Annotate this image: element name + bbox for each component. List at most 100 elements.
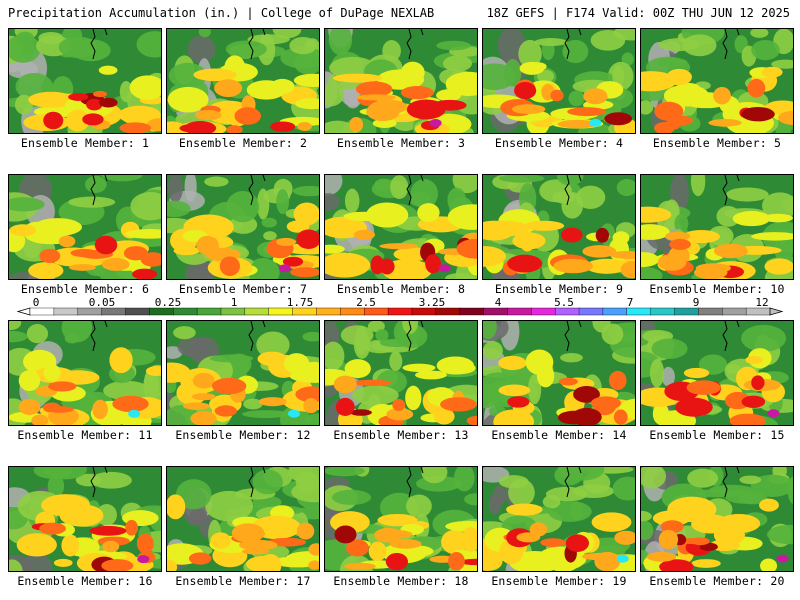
ensemble-panel-1 [8, 28, 162, 134]
precip-map-7 [167, 175, 319, 279]
colorbar-segment [650, 307, 676, 316]
ensemble-member-label: Ensemble Member: 13 [333, 428, 469, 442]
coastline-outline [248, 175, 266, 206]
colorbar-segment [626, 307, 652, 316]
colorbar-segment [149, 307, 174, 316]
colorbar-tick-label: 4 [494, 296, 502, 309]
colorbar-segment [745, 307, 771, 316]
colorbar-segment [531, 307, 556, 316]
precip-map-10 [641, 175, 793, 279]
coastline-outline [406, 175, 424, 206]
coastline-outline [564, 321, 582, 352]
ensemble-panel-10 [640, 174, 794, 280]
coastline-outline [90, 321, 108, 352]
coastline-outline [564, 467, 582, 498]
ensemble-panel-19 [482, 466, 636, 572]
precip-map-19 [483, 467, 635, 571]
colorbar-segment [435, 307, 461, 316]
coastline-outline [248, 467, 266, 498]
coastline-outline [722, 321, 740, 352]
model-run-info: 18Z GEFS | F174 Valid: 00Z THU JUN 12 20… [486, 6, 790, 20]
colorbar-segment [220, 307, 246, 316]
colorbar-tick-label: 1.75 [286, 296, 314, 309]
colorbar-segment [101, 307, 127, 316]
coastline-outline [248, 321, 266, 352]
ensemble-panel-4 [482, 28, 636, 134]
ensemble-panel-17 [166, 466, 320, 572]
coastline-outline [564, 29, 582, 60]
colorbar-segment [554, 307, 580, 316]
precip-map-5 [641, 29, 793, 133]
coastline-outline [90, 175, 108, 206]
page-title: Precipitation Accumulation (in.) | Colle… [8, 6, 435, 20]
precip-map-8 [325, 175, 477, 279]
colorbar-tick-label: 7 [626, 296, 634, 309]
ensemble-member-label: Ensemble Member: 15 [649, 428, 785, 442]
ensemble-panel-18 [324, 466, 478, 572]
ensemble-member-label: Ensemble Member: 8 [336, 282, 466, 296]
colorbar-segment [340, 307, 365, 316]
colorbar-segment [722, 307, 747, 316]
colorbar-segment [196, 307, 222, 316]
coastline-outline [722, 467, 740, 498]
ensemble-member-label: Ensemble Member: 14 [491, 428, 627, 442]
colorbar-right-arrow [769, 307, 784, 316]
colorbar-segment [507, 307, 532, 316]
colorbar-segment [602, 307, 628, 316]
ensemble-member-label: Ensemble Member: 5 [652, 136, 782, 150]
ensemble-member-label: Ensemble Member: 11 [17, 428, 153, 442]
coastline-outline [722, 175, 740, 206]
precip-map-20 [641, 467, 793, 571]
precip-map-17 [167, 467, 319, 571]
colorbar-tick-label: 0.25 [154, 296, 182, 309]
colorbar-segment [29, 307, 55, 316]
ensemble-panel-20 [640, 466, 794, 572]
colorbar: 0 0.05 0.25 1 1.75 2.5 3.25 4 5.5 7 9 12 [0, 296, 800, 320]
colorbar-segment [53, 307, 79, 316]
colorbar-segment [244, 307, 270, 316]
coastline-outline [722, 29, 740, 60]
colorbar-segment [459, 307, 485, 316]
ensemble-panel-16 [8, 466, 162, 572]
precip-map-3 [325, 29, 477, 133]
colorbar-segment [316, 307, 342, 316]
ensemble-panel-2 [166, 28, 320, 134]
ensemble-member-label: Ensemble Member: 1 [20, 136, 150, 150]
colorbar-left-arrow [16, 307, 31, 316]
colorbar-segment [125, 307, 151, 316]
coastline-outline [90, 467, 108, 498]
colorbar-segment [411, 307, 437, 316]
ensemble-panel-15 [640, 320, 794, 426]
coastline-outline [90, 29, 108, 60]
coastline-outline [406, 467, 424, 498]
precip-map-13 [325, 321, 477, 425]
colorbar-segment [268, 307, 294, 316]
colorbar-segment [674, 307, 700, 316]
ensemble-member-label: Ensemble Member: 3 [336, 136, 466, 150]
ensemble-panel-14 [482, 320, 636, 426]
ensemble-member-label: Ensemble Member: 16 [17, 574, 153, 588]
colorbar-segment [578, 307, 604, 316]
colorbar-tick-label: 12 [755, 296, 769, 309]
colorbar-tick-label: 2.5 [356, 296, 376, 309]
ensemble-member-label: Ensemble Member: 17 [175, 574, 311, 588]
precip-map-11 [9, 321, 161, 425]
colorbar-segment [173, 307, 198, 316]
coastline-outline [248, 29, 266, 60]
coastline-outline [406, 29, 424, 60]
colorbar-tick-label: 0 [32, 296, 40, 309]
colorbar-tick-label: 5.5 [554, 296, 574, 309]
ensemble-panel-11 [8, 320, 162, 426]
precip-map-6 [9, 175, 161, 279]
precip-map-4 [483, 29, 635, 133]
ensemble-member-label: Ensemble Member: 19 [491, 574, 627, 588]
coastline-outline [406, 321, 424, 352]
ensemble-member-label: Ensemble Member: 10 [649, 282, 785, 296]
ensemble-panel-12 [166, 320, 320, 426]
colorbar-segment [698, 307, 723, 316]
ensemble-member-label: Ensemble Member: 7 [178, 282, 308, 296]
colorbar-segment [483, 307, 509, 316]
ensemble-panel-6 [8, 174, 162, 280]
ensemble-panel-5 [640, 28, 794, 134]
ensemble-panel-9 [482, 174, 636, 280]
